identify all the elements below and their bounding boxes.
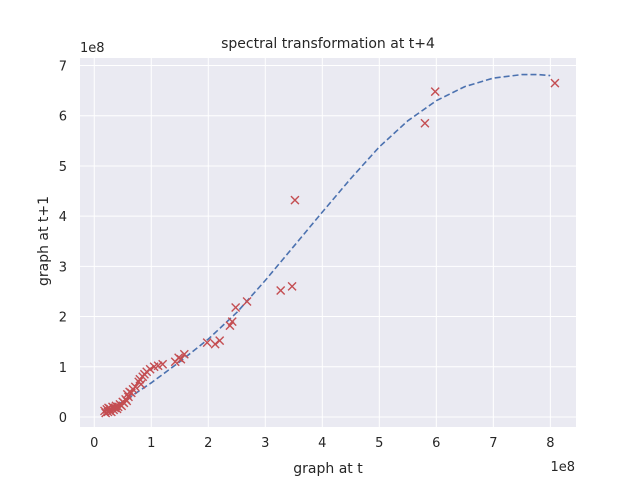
fit-line: [102, 73, 551, 412]
y-tick-label: 7: [59, 60, 67, 75]
x-tick-label: 5: [375, 436, 383, 451]
chart-title: spectral transformation at t+4: [221, 36, 435, 52]
scatter-point: [276, 285, 286, 295]
x-tick-label: 0: [90, 436, 98, 451]
scatter-point: [215, 336, 225, 346]
y-tick-label: 0: [59, 411, 67, 426]
scatter-point: [420, 118, 430, 128]
scatter-point: [550, 78, 560, 88]
scatter-point: [227, 317, 237, 327]
grid: [80, 58, 576, 427]
x-tick-label: 6: [432, 436, 440, 451]
y-tick-label: 6: [59, 110, 67, 125]
scatter-point: [290, 195, 300, 205]
scatter-point: [430, 87, 440, 97]
scatter-point: [145, 364, 155, 374]
y-tick-label: 2: [59, 311, 67, 326]
scatter-point: [158, 359, 168, 369]
scatter-point: [242, 296, 252, 306]
x-tick-labels: 0 1 2 3 4 5 6 7 8: [90, 436, 554, 451]
x-tick-label: 3: [261, 436, 269, 451]
y-tick-label: 5: [59, 160, 67, 175]
y-tick-label: 1: [59, 361, 67, 376]
fit-line-layer: [102, 73, 551, 412]
scatter-point: [287, 281, 297, 291]
scatter-point: [176, 354, 186, 364]
x-axis-label: graph at t: [293, 461, 363, 477]
x-tick-label: 1: [147, 436, 155, 451]
scatter-point: [231, 303, 241, 313]
y-tick-label: 4: [59, 210, 67, 225]
y-offset-label: 1e8: [80, 41, 105, 56]
y-tick-labels: 0 1 2 3 4 5 6 7: [59, 60, 67, 426]
scatter-points-layer: [100, 78, 560, 418]
y-tick-label: 3: [59, 260, 67, 275]
scatter-point: [202, 338, 212, 348]
y-axis-label: graph at t+1: [36, 196, 52, 286]
plot-background: [80, 58, 576, 427]
scatter-point: [179, 349, 189, 359]
x-tick-label: 4: [318, 436, 326, 451]
scatter-point: [210, 339, 220, 349]
x-tick-label: 7: [489, 436, 497, 451]
scatter-point: [136, 379, 146, 389]
x-tick-label: 8: [546, 436, 554, 451]
x-tick-label: 2: [204, 436, 212, 451]
x-offset-label: 1e8: [550, 460, 575, 475]
scatter-point: [130, 382, 140, 392]
